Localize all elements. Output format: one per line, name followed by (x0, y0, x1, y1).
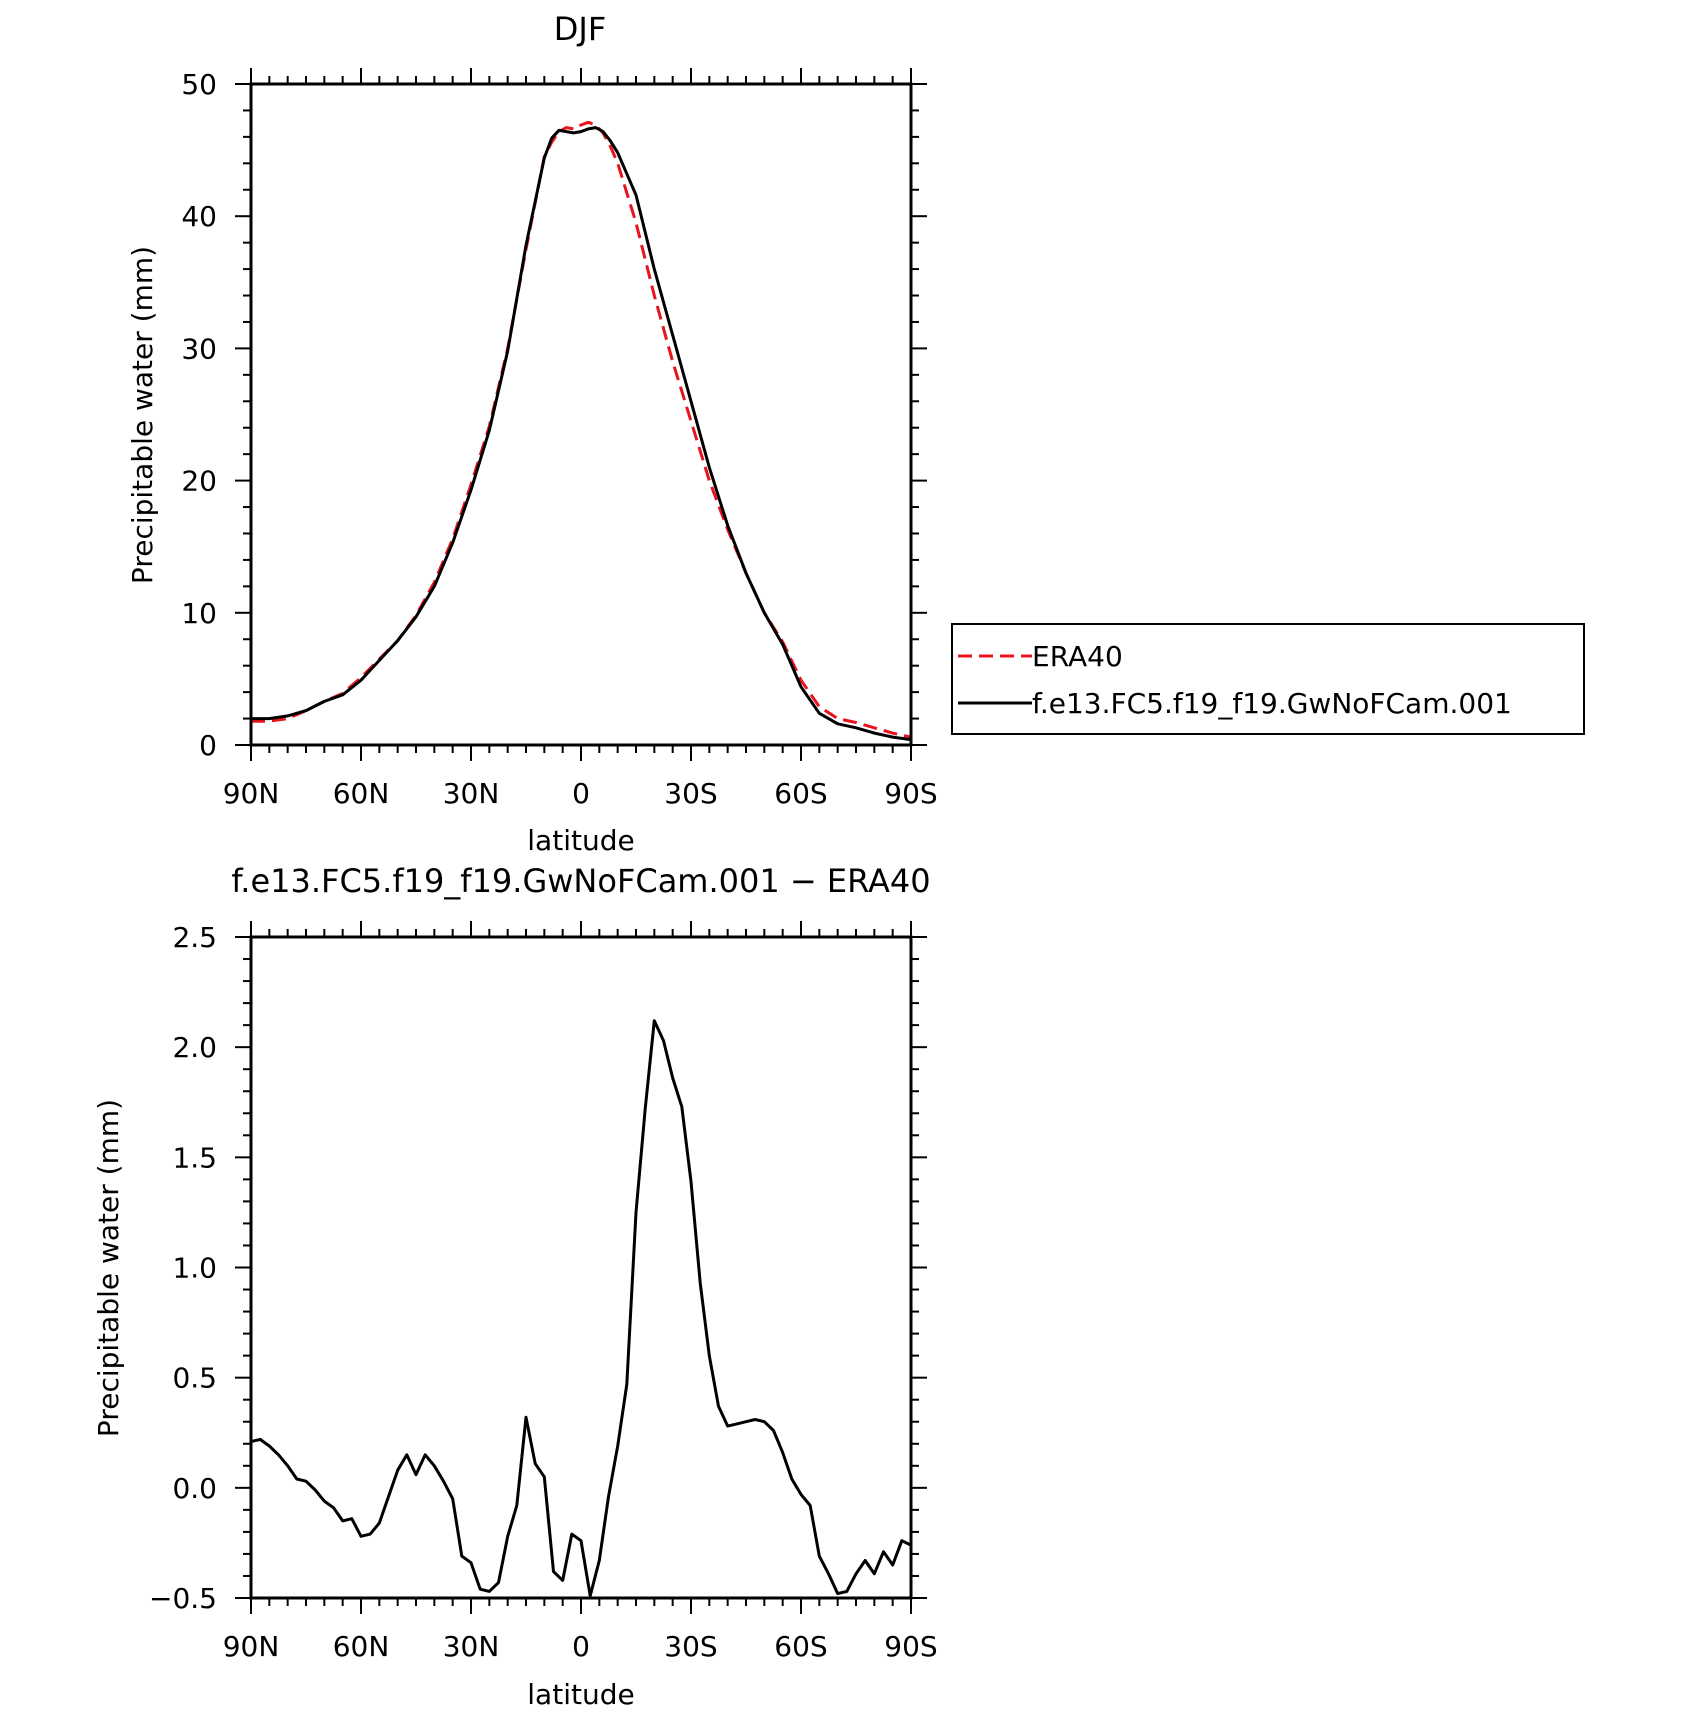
x-tick-label: 0 (572, 1630, 590, 1663)
y-tick-label: 50 (181, 68, 217, 101)
y-tick-label: 0.0 (172, 1472, 217, 1505)
y-tick-label: −0.5 (149, 1582, 217, 1615)
legend-box (951, 623, 1585, 735)
x-tick-label: 30N (443, 777, 500, 810)
legend-label-model: f.e13.FC5.f19_f19.GwNoFCam.001 (1032, 687, 1512, 720)
legend-label-era40: ERA40 (1032, 640, 1123, 673)
x-tick-label: 60S (774, 777, 827, 810)
top-panel: DJF 90N 60N 30N 0 30S 60S 90S 0 10 20 30 40 50 latit… (126, 10, 938, 857)
y-tick-label: 40 (181, 200, 217, 233)
y-tick-label: 20 (181, 465, 217, 498)
y-tick-label: 0.5 (172, 1362, 217, 1395)
top-panel-ticks (235, 68, 927, 761)
top-panel-series (251, 120, 912, 742)
bottom-panel-series (250, 1019, 912, 1598)
y-tick-label: 1.0 (172, 1252, 217, 1285)
top-panel-frame (249, 82, 913, 747)
x-tick-label: 30N (443, 1630, 500, 1663)
y-tick-label: 2.5 (172, 921, 217, 954)
x-tick-label: 90N (223, 1630, 280, 1663)
x-tick-label: 90S (884, 1630, 937, 1663)
y-tick-label: 1.5 (172, 1141, 217, 1174)
top-panel-y-axis-label: Precipitable water (mm) (126, 246, 159, 584)
x-tick-label: 30S (664, 1630, 717, 1663)
bottom-panel-ticks (235, 921, 927, 1614)
y-tick-label: 0 (199, 729, 217, 762)
top-panel-title: DJF (554, 10, 606, 48)
legend: ERA40 f.e13.FC5.f19_f19.GwNoFCam.001 (951, 623, 1585, 735)
x-tick-label: 60N (333, 1630, 390, 1663)
x-tick-label: 60N (333, 777, 390, 810)
x-tick-label: 60S (774, 1630, 827, 1663)
top-panel-series-line-f (251, 126, 912, 742)
y-tick-label: 30 (181, 332, 217, 365)
bottom-panel-x-axis-label: latitude (527, 1678, 634, 1711)
y-tick-label: 10 (181, 597, 217, 630)
bottom-panel: f.e13.FC5.f19_f19.GwNoFCam.001 − ERA40 9… (92, 862, 938, 1711)
x-tick-label: 90S (884, 777, 937, 810)
x-tick-label: 0 (572, 777, 590, 810)
top-panel-series-line-era40 (251, 120, 912, 739)
bottom-panel-tick-labels: 90N 60N 30N 0 30S 60S 90S −0.5 0.0 0.5 1.0 1.5 2.0 2.… (149, 921, 938, 1663)
bottom-panel-title: f.e13.FC5.f19_f19.GwNoFCam.001 − ERA40 (231, 862, 930, 900)
top-panel-x-axis-label: latitude (527, 824, 634, 857)
y-tick-label: 2.0 (172, 1031, 217, 1064)
x-tick-label: 90N (223, 777, 280, 810)
x-tick-label: 30S (664, 777, 717, 810)
bottom-panel-frame (249, 935, 913, 1600)
bottom-panel-series-line-difference (250, 1019, 912, 1598)
bottom-panel-y-axis-label: Precipitable water (mm) (92, 1099, 125, 1437)
top-panel-tick-labels: 90N 60N 30N 0 30S 60S 90S 0 10 20 30 40 50 (181, 68, 937, 810)
